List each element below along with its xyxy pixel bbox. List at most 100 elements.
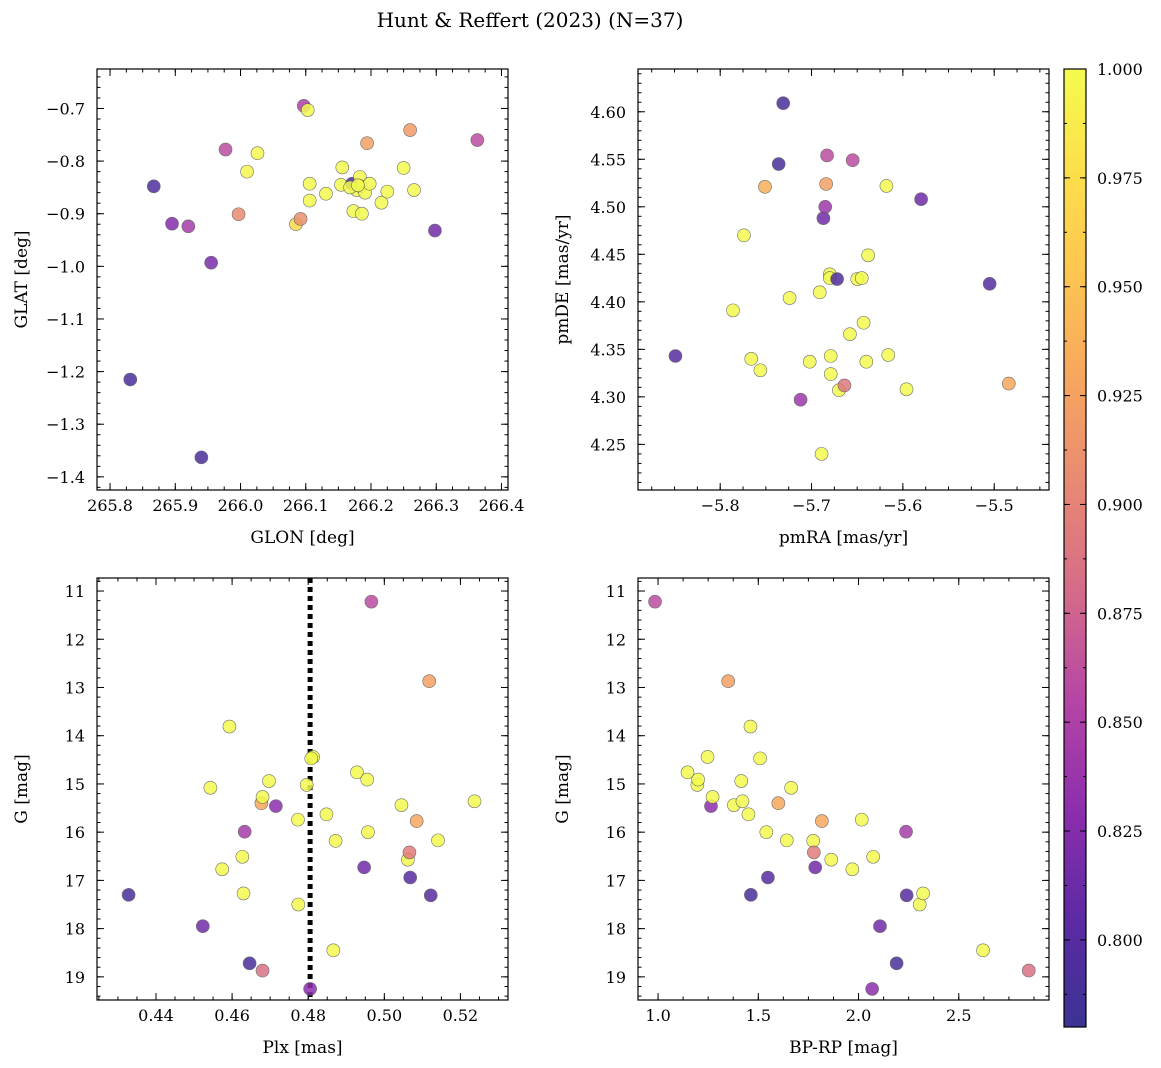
- data-point: [402, 845, 417, 860]
- data-point: [815, 814, 829, 828]
- data-point: [357, 860, 371, 875]
- data-point: [873, 919, 887, 934]
- data-point: [360, 136, 374, 151]
- data-point: [691, 772, 705, 787]
- y-tick-label: 19: [65, 968, 85, 987]
- data-point: [470, 133, 485, 147]
- data-point: [668, 349, 683, 363]
- data-point: [467, 794, 482, 809]
- data-point: [761, 870, 775, 885]
- y-axis-label: G [mag]: [553, 754, 573, 823]
- x-tick-label: 2.5: [946, 1006, 971, 1025]
- colorbar-tick-label: 0.975: [1097, 169, 1143, 188]
- y-tick-label: 4.25: [590, 435, 626, 454]
- data-point: [364, 594, 379, 609]
- x-tick-label: −5.7: [792, 496, 831, 515]
- y-tick-label: 14: [65, 727, 85, 746]
- data-point: [854, 271, 869, 285]
- data-point: [721, 674, 736, 689]
- panel-bprp-g: 1.0 1.5 2.0 2.5 11 12 13 14 15 16 17 18 19 BP-RP [mag…: [553, 577, 1050, 1058]
- data-point: [889, 956, 904, 971]
- data-point: [165, 216, 179, 231]
- data-point: [814, 447, 829, 461]
- data-point: [881, 348, 896, 362]
- x-tick-label: −5.6: [883, 496, 922, 515]
- y-tick-label: 4.60: [590, 103, 626, 122]
- data-point: [744, 888, 758, 902]
- data-point: [215, 862, 230, 877]
- data-point: [837, 378, 852, 393]
- axes-frame: [96, 577, 509, 1001]
- x-tick-label: 266.1: [283, 496, 329, 515]
- y-tick-label: 16: [606, 823, 626, 842]
- data-point: [758, 180, 772, 194]
- y-tick-label: −1.0: [46, 257, 85, 276]
- data-point: [820, 148, 834, 163]
- data-point: [181, 219, 196, 234]
- data-point: [255, 790, 270, 804]
- data-point: [218, 142, 233, 157]
- y-tick-label: 13: [65, 678, 85, 697]
- data-point: [222, 719, 237, 734]
- y-tick-label: −1.1: [46, 310, 85, 329]
- data-point: [700, 750, 715, 764]
- data-point: [823, 349, 838, 363]
- data-point: [360, 772, 374, 787]
- axes-frame: [96, 68, 509, 491]
- y-tick-label: 12: [606, 630, 626, 649]
- data-point: [982, 276, 997, 291]
- data-point: [422, 674, 437, 689]
- data-point: [291, 812, 305, 827]
- data-point: [1002, 376, 1016, 391]
- data-point: [409, 814, 424, 828]
- data-point: [235, 849, 250, 864]
- data-point: [753, 751, 767, 766]
- data-point: [396, 161, 411, 175]
- y-tick-label: −1.2: [46, 363, 85, 382]
- panel-plx-g: 0.44 0.46 0.48 0.50 0.52 11 12 13 14 15 16 17 18 19 Pl…: [12, 577, 509, 1058]
- y-tick-label: 15: [606, 775, 626, 794]
- x-tick-label: 1.0: [645, 1006, 670, 1025]
- data-point: [319, 807, 334, 822]
- data-point: [784, 780, 798, 795]
- colorbar-tick-label: 0.850: [1097, 713, 1143, 732]
- data-point: [194, 450, 209, 465]
- data-point: [231, 207, 246, 222]
- data-point: [816, 211, 831, 226]
- data-point: [734, 774, 749, 788]
- colorbar-tick-label: 0.875: [1097, 604, 1143, 623]
- data-point: [428, 223, 442, 238]
- data-point: [380, 184, 395, 199]
- x-tick-label: 0.46: [214, 1006, 250, 1025]
- data-point: [737, 228, 751, 243]
- data-point: [262, 774, 276, 788]
- y-tick-label: 4.35: [590, 340, 626, 359]
- x-tick-label: 0.48: [290, 1006, 326, 1025]
- panel-glon-glat: 265.8 265.9 266.0 266.1 266.2 266.3 266.4 −1.4 −…: [12, 68, 524, 548]
- y-tick-label: 11: [65, 582, 85, 601]
- data-point: [830, 272, 844, 286]
- data-point: [291, 897, 306, 912]
- data-point: [808, 860, 823, 875]
- data-point: [818, 199, 833, 214]
- data-point: [146, 179, 161, 194]
- y-tick-label: 18: [65, 920, 85, 939]
- data-point: [845, 862, 860, 877]
- data-point: [976, 943, 990, 958]
- data-point: [242, 956, 257, 971]
- colorbar-tick-label: 0.950: [1097, 278, 1143, 297]
- y-tick-label: 4.45: [590, 245, 626, 264]
- data-point: [812, 285, 827, 300]
- x-tick-label: 1.5: [746, 1006, 771, 1025]
- data-point: [865, 982, 879, 996]
- data-point: [854, 812, 869, 827]
- data-point: [121, 888, 136, 902]
- y-tick-label: −1.4: [46, 468, 85, 487]
- data-point: [824, 852, 839, 867]
- data-point: [302, 193, 317, 208]
- colorbar-tick-label: 0.800: [1097, 931, 1143, 950]
- data-point: [195, 919, 210, 934]
- y-tick-label: 4.30: [590, 388, 626, 407]
- x-tick-label: −5.5: [975, 496, 1014, 515]
